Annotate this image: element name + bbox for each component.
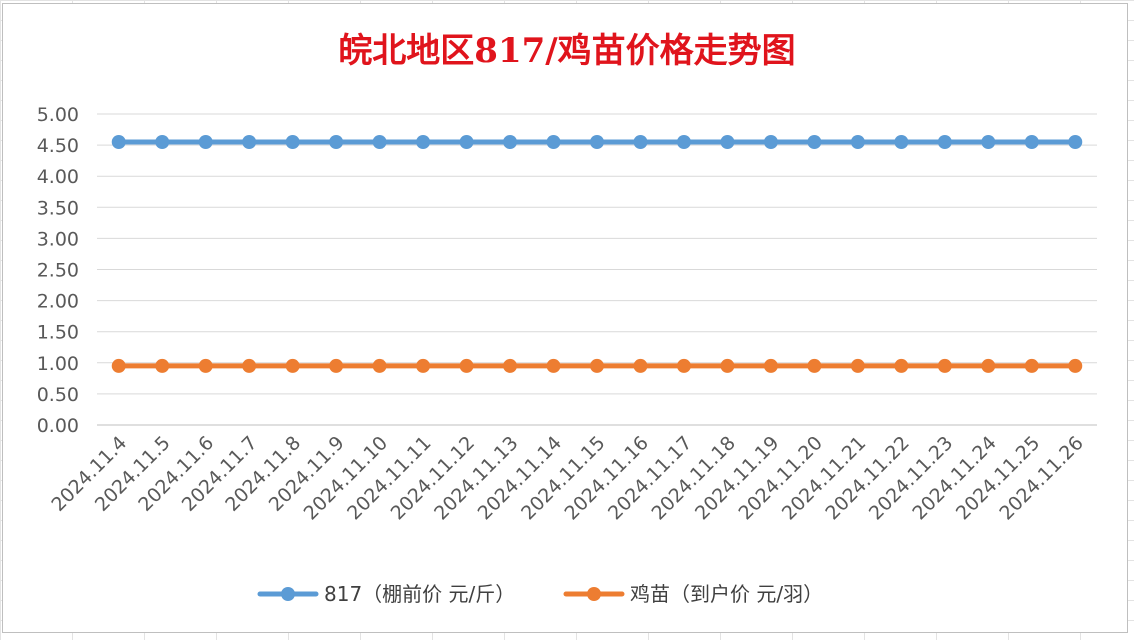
data-point[interactable] [981, 134, 996, 149]
legend-label: 鸡苗（到户价 元/羽） [630, 582, 823, 606]
data-point[interactable] [546, 358, 561, 373]
data-point[interactable] [285, 358, 300, 373]
y-axis-tick-labels: 0.00 0.50 1.00 1.50 2.00 2.50 3.00 3.50 4.00 4.50… [37, 104, 79, 437]
data-point[interactable] [1024, 358, 1039, 373]
legend-item[interactable]: 817（棚前价 元/斤） [257, 582, 515, 606]
chart-title: 皖北地区817/鸡苗价格走势图 [338, 31, 795, 71]
data-point[interactable] [633, 358, 648, 373]
chart-area[interactable] [2, 3, 1128, 633]
data-point[interactable] [198, 134, 213, 149]
legend-item[interactable]: 鸡苗（到户价 元/羽） [563, 582, 823, 606]
data-point[interactable] [763, 134, 778, 149]
data-point[interactable] [329, 134, 344, 149]
data-point[interactable] [807, 358, 822, 373]
legend-marker [587, 587, 601, 601]
data-point[interactable] [242, 358, 257, 373]
data-point[interactable] [720, 134, 735, 149]
data-point[interactable] [676, 358, 691, 373]
data-point[interactable] [850, 358, 865, 373]
data-point[interactable] [459, 134, 474, 149]
data-point[interactable] [1024, 134, 1039, 149]
data-point[interactable] [850, 134, 865, 149]
data-point[interactable] [111, 134, 126, 149]
data-point[interactable] [242, 134, 257, 149]
data-point[interactable] [503, 134, 518, 149]
legend-label: 817（棚前价 元/斤） [324, 582, 515, 606]
data-point[interactable] [937, 358, 952, 373]
y-tick-label: 1.00 [37, 353, 79, 375]
data-point[interactable] [416, 134, 431, 149]
data-point[interactable] [111, 358, 126, 373]
data-point[interactable] [981, 358, 996, 373]
y-tick-label: 0.50 [37, 384, 79, 406]
data-point[interactable] [720, 358, 735, 373]
y-tick-label: 4.50 [37, 135, 79, 157]
data-point[interactable] [590, 134, 604, 149]
data-point[interactable] [1068, 358, 1083, 373]
data-point[interactable] [459, 358, 474, 373]
data-point[interactable] [807, 134, 822, 149]
y-tick-label: 2.50 [37, 260, 79, 282]
y-tick-label: 1.50 [37, 322, 79, 344]
data-point[interactable] [372, 358, 387, 373]
series-1 [111, 134, 1083, 149]
data-point[interactable] [503, 358, 518, 373]
legend: 817（棚前价 元/斤） 鸡苗（到户价 元/羽） [257, 582, 823, 606]
data-point[interactable] [894, 134, 909, 149]
data-point[interactable] [372, 134, 387, 149]
series-layer [111, 134, 1083, 373]
y-tick-label: 0.00 [37, 415, 79, 437]
legend-marker [281, 587, 295, 601]
data-point[interactable] [546, 134, 561, 149]
y-tick-label: 2.00 [37, 291, 79, 313]
data-point[interactable] [285, 134, 300, 149]
gridlines [97, 113, 1097, 426]
y-tick-label: 5.00 [37, 104, 79, 126]
data-point[interactable] [937, 134, 952, 149]
data-point[interactable] [155, 134, 170, 149]
data-point[interactable] [676, 134, 691, 149]
y-tick-label: 4.00 [37, 166, 79, 188]
data-point[interactable] [155, 358, 170, 373]
data-point[interactable] [416, 358, 431, 373]
data-point[interactable] [894, 358, 909, 373]
data-point[interactable] [763, 358, 778, 373]
data-point[interactable] [329, 358, 344, 373]
x-axis-tick-labels: 2024.11.42024.11.52024.11.62024.11.72024… [47, 432, 1087, 524]
series-2 [111, 358, 1083, 373]
data-point[interactable] [590, 358, 604, 373]
data-point[interactable] [633, 134, 648, 149]
y-tick-label: 3.00 [37, 228, 79, 250]
data-point[interactable] [198, 358, 213, 373]
data-point[interactable] [1068, 134, 1083, 149]
y-tick-label: 3.50 [37, 197, 79, 219]
